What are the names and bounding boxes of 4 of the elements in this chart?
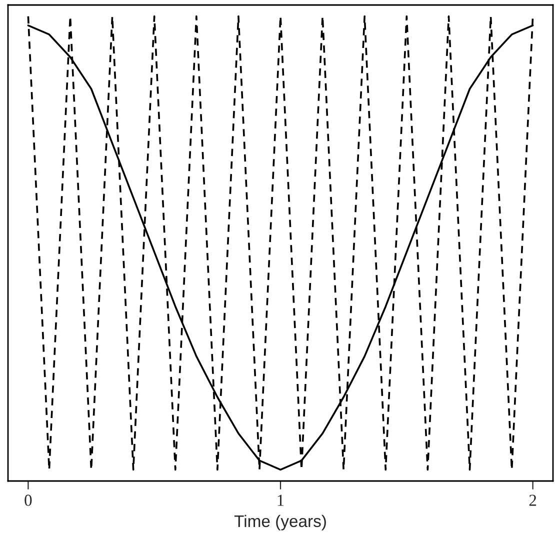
x-tick-label: 0: [24, 494, 32, 506]
x-axis-title: Time (years): [234, 514, 326, 530]
x-tick-label: 2: [529, 494, 536, 506]
x-tick-label: 1: [278, 494, 284, 506]
